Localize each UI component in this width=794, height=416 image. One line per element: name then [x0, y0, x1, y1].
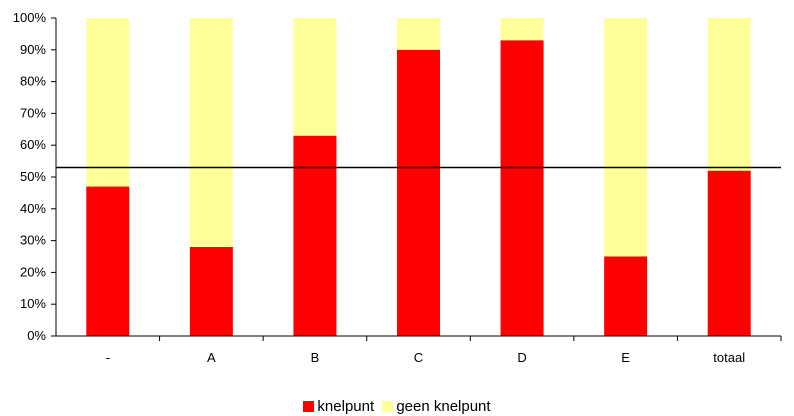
y-tick-label: 50%	[20, 169, 46, 184]
y-tick-label: 90%	[20, 42, 46, 57]
bar-segment-knelpunt-5	[500, 40, 544, 336]
bar-segment-geen-knelpunt-2	[189, 18, 233, 247]
legend-item-knelpunt: knelpunt	[303, 398, 374, 415]
bar-segment-geen-knelpunt-3	[293, 18, 337, 136]
x-tick-label: D	[517, 350, 526, 365]
legend-swatch-knelpunt	[303, 401, 315, 412]
bars	[86, 18, 751, 337]
bar-segment-geen-knelpunt-1	[86, 18, 130, 187]
legend-label-geen-knelpunt: geen knelpunt	[396, 398, 491, 415]
y-tick-label: 80%	[20, 74, 46, 89]
x-tick-label: totaal	[713, 350, 745, 365]
legend-label-knelpunt: knelpunt	[317, 398, 375, 415]
y-tick-label: 20%	[20, 264, 46, 279]
bar-segment-geen-knelpunt-4	[397, 18, 440, 50]
x-tick-label: A	[207, 350, 216, 365]
x-tick-label: E	[621, 350, 630, 365]
legend: knelpunt geen knelpunt	[0, 398, 794, 416]
x-tick-label: B	[311, 350, 320, 365]
y-tick-label: 60%	[20, 137, 46, 152]
legend-swatch-geen-knelpunt	[382, 401, 394, 412]
bar-segment-knelpunt-3	[293, 135, 337, 336]
y-tick-label: 40%	[20, 201, 46, 216]
y-axis-ticks: 0% 10% 20% 30% 40% 50% 60% 70% 80% 90% 100%	[13, 10, 56, 343]
bar-segment-geen-knelpunt-6	[604, 18, 648, 257]
bar-segment-geen-knelpunt-5	[500, 18, 544, 41]
legend-item-geen-knelpunt: geen knelpunt	[382, 398, 491, 415]
x-tick-label: C	[414, 350, 423, 365]
x-tick-label: -	[106, 350, 110, 365]
y-tick-label: 10%	[20, 296, 46, 311]
y-tick-label: 100%	[13, 10, 47, 25]
bar-segment-knelpunt-2	[189, 246, 233, 336]
bar-segment-knelpunt-4	[397, 49, 440, 337]
y-tick-label: 30%	[20, 233, 46, 248]
bar-segment-knelpunt-1	[86, 186, 130, 336]
bar-segment-knelpunt-6	[604, 256, 648, 336]
bar-segment-geen-knelpunt-7	[707, 18, 751, 171]
bar-segment-knelpunt-7	[707, 170, 751, 336]
stacked-bar-chart: 0% 10% 20% 30% 40% 50% 60% 70% 80% 90% 100% - A B C D E…	[13, 10, 782, 365]
y-tick-label: 0%	[27, 328, 46, 343]
y-tick-label: 70%	[20, 105, 46, 120]
